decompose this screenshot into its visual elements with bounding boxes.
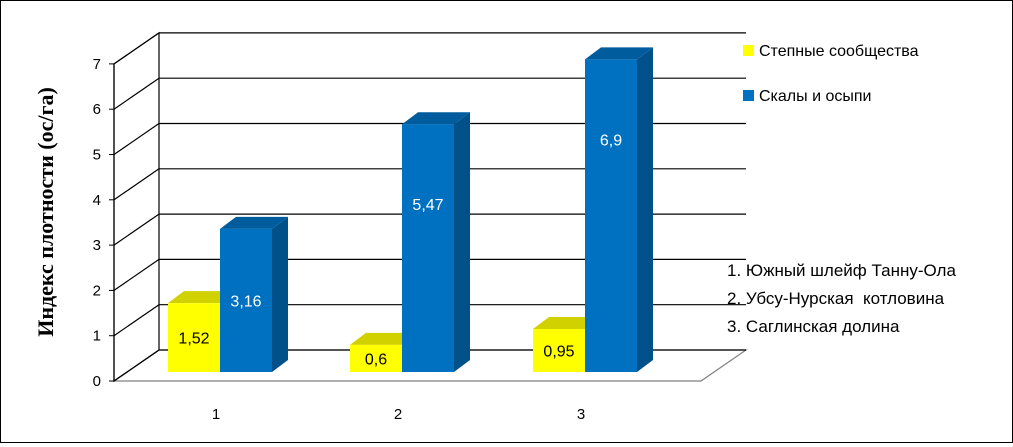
y-tick-label: 3 [93,237,101,254]
x-tick-label: 3 [577,406,585,423]
bar [168,303,220,372]
bar [533,328,585,372]
legend-label: Скалы и осыпи [759,88,871,105]
bar [350,344,402,372]
bar-top [350,332,418,345]
x-tick-label: 2 [394,406,402,423]
annotation-text: 3. Саглинская долина [727,317,900,336]
bars [168,47,653,373]
data-label: 0,6 [365,351,387,368]
gridline-depth [113,168,160,201]
annotation-text: 1. Южный шлейф Танну-Ола [727,261,956,280]
gridline-depth [113,77,160,110]
x-tick-labels: 1 2 3 [212,406,585,423]
y-tick-label: 5 [93,147,101,164]
legend-swatch [743,90,754,101]
bar [585,59,637,373]
bar-top [220,216,288,229]
legend: Степные сообщества Скалы и осыпи [743,43,919,105]
bar-top [168,291,236,304]
y-tick-label: 4 [93,192,101,209]
bar-side [454,112,470,373]
y-axis-title: Индекс плотности (ос/га) [33,87,58,337]
chart-left-wall [113,31,160,383]
gridline-depth [113,32,160,65]
data-label: 1,52 [178,331,209,348]
data-label: 3,16 [230,293,261,310]
bar-side [272,216,288,372]
y-tick-label: 1 [93,328,101,345]
gridline-depth [113,349,160,382]
gridline-depth [113,304,160,337]
gridline-depth [113,258,160,291]
y-tick-label: 0 [93,373,101,390]
x-tick-label: 1 [212,406,220,423]
bar [402,124,454,372]
bar [220,228,272,372]
data-label: 0,95 [543,343,574,360]
gridline-depth [113,123,160,155]
y-tick-labels: 0 1 2 3 4 5 6 7 [93,56,101,390]
category-annotations: 1. Южный шлейф Танну-Ола 2. Убсу-Нурская … [727,261,956,336]
bar-top [533,316,601,329]
legend-label: Степные сообщества [759,43,919,60]
y-tick-label: 6 [93,101,101,118]
data-label: 5,47 [412,197,443,214]
data-labels: 1,52 3,16 0,6 5,47 0,95 6,9 [178,132,622,368]
bar-top [402,112,470,125]
annotation-text: 2. Убсу-Нурская котловина [727,289,945,308]
data-label: 6,9 [600,132,622,149]
legend-swatch [743,45,754,56]
y-tick-label: 7 [93,56,101,73]
y-tick-label: 2 [93,282,101,299]
bar-side [637,47,653,373]
gridline-depth [113,213,160,246]
bar-top [585,47,653,60]
